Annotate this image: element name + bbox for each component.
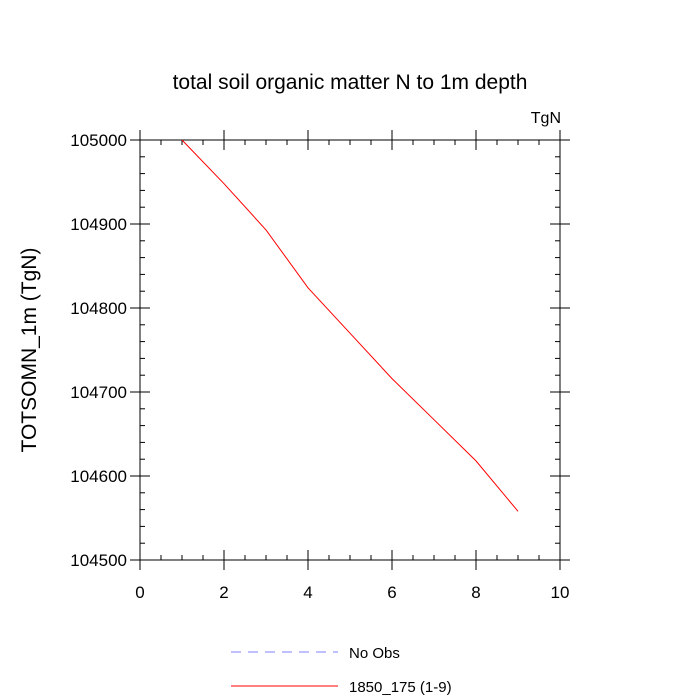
x-tick-label: 0 <box>135 583 144 602</box>
series-layer <box>181 139 519 512</box>
y-axis-ticks: 104500 104600 104700 104800 104900 105000 <box>70 131 570 570</box>
y-tick-label: 104600 <box>70 467 127 486</box>
x-tick-label: 6 <box>387 583 396 602</box>
y-tick-label: 104500 <box>70 551 127 570</box>
x-tick-label: 8 <box>471 583 480 602</box>
units-label: TgN <box>531 110 561 127</box>
y-minor-ticks <box>140 139 560 561</box>
x-tick-label: 10 <box>551 583 570 602</box>
x-tick-label: 4 <box>303 583 312 602</box>
y-tick-label: 104800 <box>70 299 127 318</box>
y-axis-label: TOTSOMN_1m (TgN) <box>18 248 41 453</box>
x-minor-ticks <box>139 140 561 560</box>
legend-label: No Obs <box>349 645 400 662</box>
chart-title: total soil organic matter N to 1m depth <box>173 71 528 94</box>
x-tick-label: 2 <box>219 583 228 602</box>
y-tick-label: 104900 <box>70 215 127 234</box>
legend-label: 1850_175 (1-9) <box>349 679 452 696</box>
y-tick-label: 105000 <box>70 131 127 150</box>
x-axis-ticks: 0 2 4 6 8 10 <box>135 130 569 602</box>
series-line <box>181 139 519 512</box>
y-tick-label: 104700 <box>70 383 127 402</box>
legend: No Obs 1850_175 (1-9) <box>231 645 452 696</box>
plot-frame <box>139 139 561 561</box>
